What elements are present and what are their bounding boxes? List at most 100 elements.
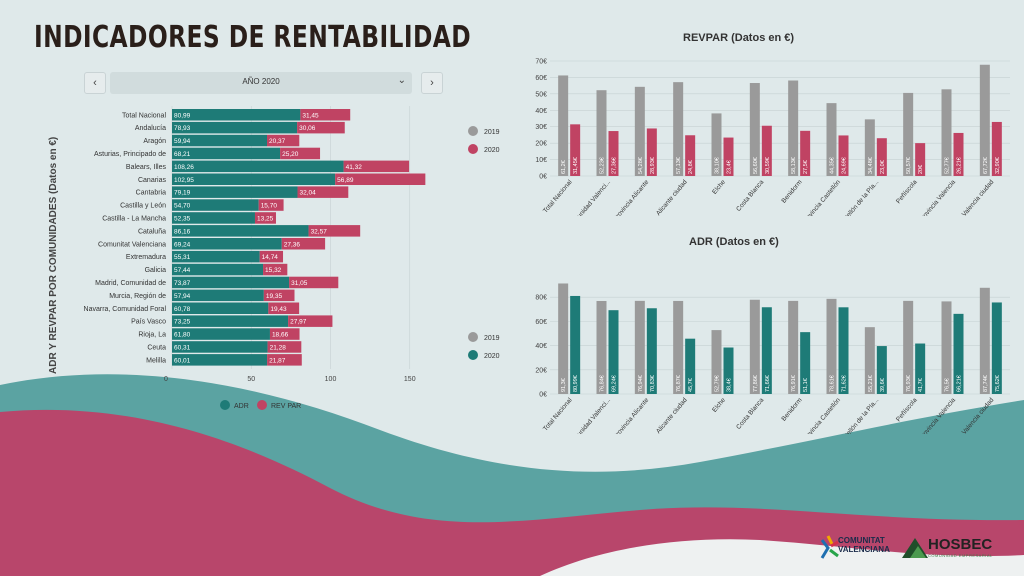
y-tick-label: 70€: [535, 59, 547, 66]
adr-bar: [172, 341, 268, 353]
category-label: País Vasco: [131, 319, 166, 326]
chevron-left-icon: ‹: [93, 77, 97, 89]
bar-2019: [596, 300, 607, 394]
bar-2019: [673, 300, 684, 394]
bar-2019: [558, 283, 569, 394]
bar-2019: [903, 300, 914, 394]
revpar-bar: [254, 212, 276, 224]
category-label: Provincia Castellón: [801, 396, 842, 434]
category-label: Valencia ciudad: [961, 178, 996, 216]
bar-2020: [646, 308, 657, 394]
bar-2020: [685, 338, 696, 394]
hosbec-logo: HOSBEC COMUNIDAD EMPRESARIAL: [902, 534, 997, 562]
legend-2019-label: 2019: [484, 335, 500, 342]
revpar-value-label: 31,05: [291, 280, 308, 287]
next-year-button[interactable]: ›: [421, 72, 443, 94]
adr-bar: [172, 186, 298, 198]
y-tick-label: 60€: [535, 75, 547, 82]
bar-2020: [915, 343, 926, 394]
adr-value-label: 79,19: [174, 190, 191, 197]
category-label: Galicia: [145, 267, 167, 274]
category-label: Rioja, La: [138, 332, 166, 339]
revpar-bar: [300, 109, 351, 121]
value-label-2019: 55,21€: [868, 375, 874, 392]
category-label: Benidorm: [780, 397, 803, 423]
adr-value-label: 60,31: [174, 344, 191, 351]
category-label: Cataluña: [138, 228, 166, 235]
value-label-2019: 58,13€: [791, 157, 797, 174]
legend-adr-label: ADR: [234, 403, 249, 410]
x-tick-label: 50: [247, 376, 255, 383]
value-label-2020: 23,0€: [880, 160, 886, 174]
bar-2020: [915, 143, 926, 176]
value-label-2019: 76,84€: [600, 375, 606, 392]
y-tick-label: 0€: [539, 174, 547, 181]
bar-2020: [723, 137, 734, 176]
bar-2020: [800, 130, 811, 176]
bar-2019: [673, 82, 684, 176]
adr-value-label: 69,24: [174, 241, 191, 248]
adr-bar: [172, 238, 282, 250]
value-label-2020: 38,4€: [727, 378, 733, 392]
category-label: Cantabria: [136, 190, 166, 197]
bar-2020: [953, 132, 964, 176]
revpar-bar: [267, 354, 302, 366]
revpar-value-label: 13,25: [257, 215, 274, 222]
value-label-2020: 80,99€: [573, 375, 579, 392]
year-selector[interactable]: AÑO 2020 ⌄: [110, 72, 412, 94]
category-label: Elche: [711, 178, 727, 195]
value-label-2020: 24,69€: [842, 157, 848, 174]
revpar-value-label: 15,32: [265, 267, 282, 274]
revpar-value-label: 25,20: [282, 151, 299, 158]
revpar-value-label: 32,04: [300, 190, 317, 197]
value-label-2020: 23,4€: [727, 160, 733, 174]
category-label: Alicante ciudad: [655, 178, 689, 216]
communities-adr-revpar-chart: 0 50 100 150 Total Nacional 80,99 31,45 Andaluc…: [84, 106, 426, 410]
category-label: Ceuta: [147, 344, 166, 351]
bar-2020: [800, 332, 811, 394]
hosbec-logo-subtext: COMUNIDAD EMPRESARIAL: [928, 553, 993, 558]
adr-value-label: 57,94: [174, 293, 191, 300]
prev-year-button[interactable]: ‹: [84, 72, 106, 94]
value-label-2019: 34,48€: [868, 157, 874, 174]
adr-value-label: 55,31: [174, 254, 191, 261]
value-label-2019: 76,87€: [676, 375, 682, 392]
legend-2020-label: 2020: [484, 147, 500, 154]
adr-value-label: 73,87: [174, 280, 191, 287]
value-label-2020: 45,7€: [688, 378, 694, 392]
revpar-bar: [263, 289, 295, 302]
revpar-bar: [267, 134, 300, 147]
adr-bar: [172, 289, 264, 302]
x-tick-label: 0: [164, 376, 168, 383]
revpar-value-label: 19,35: [266, 293, 283, 300]
adr-bar: [172, 328, 270, 340]
legend-2019-marker: [468, 126, 478, 136]
category-label: Canarias: [138, 177, 167, 184]
bar-2019: [558, 75, 569, 176]
adr-bar: [172, 354, 268, 366]
value-label-2019: 38,10€: [715, 157, 721, 174]
bar-2020: [991, 302, 1002, 394]
category-label: Comunitat Valenciana: [98, 241, 166, 248]
revpar-bar: [288, 315, 333, 327]
x-tick-label: 150: [404, 376, 416, 383]
revpar-value-label: 21,28: [270, 344, 287, 351]
bar-2019: [788, 80, 799, 176]
revpar-value-label: 31,45: [302, 112, 319, 119]
category-label: Provincia Valencia: [918, 396, 958, 434]
revpar-bar: [308, 225, 361, 237]
adr-bar: [172, 263, 264, 276]
category-label: Aragón: [143, 138, 166, 145]
y-tick-label: 50€: [535, 91, 547, 98]
bar-2020: [685, 135, 696, 176]
bar-2019: [979, 287, 990, 394]
bar-2020: [991, 121, 1002, 176]
legend-revpar-marker: [257, 400, 267, 410]
bar-2020: [761, 307, 772, 394]
bar-2019: [788, 300, 799, 394]
revpar-chart-title: REVPAR (Datos en €): [683, 32, 795, 44]
bar-2020: [838, 135, 849, 176]
bar-2019: [864, 119, 875, 176]
value-label-2020: 20€: [918, 165, 924, 174]
